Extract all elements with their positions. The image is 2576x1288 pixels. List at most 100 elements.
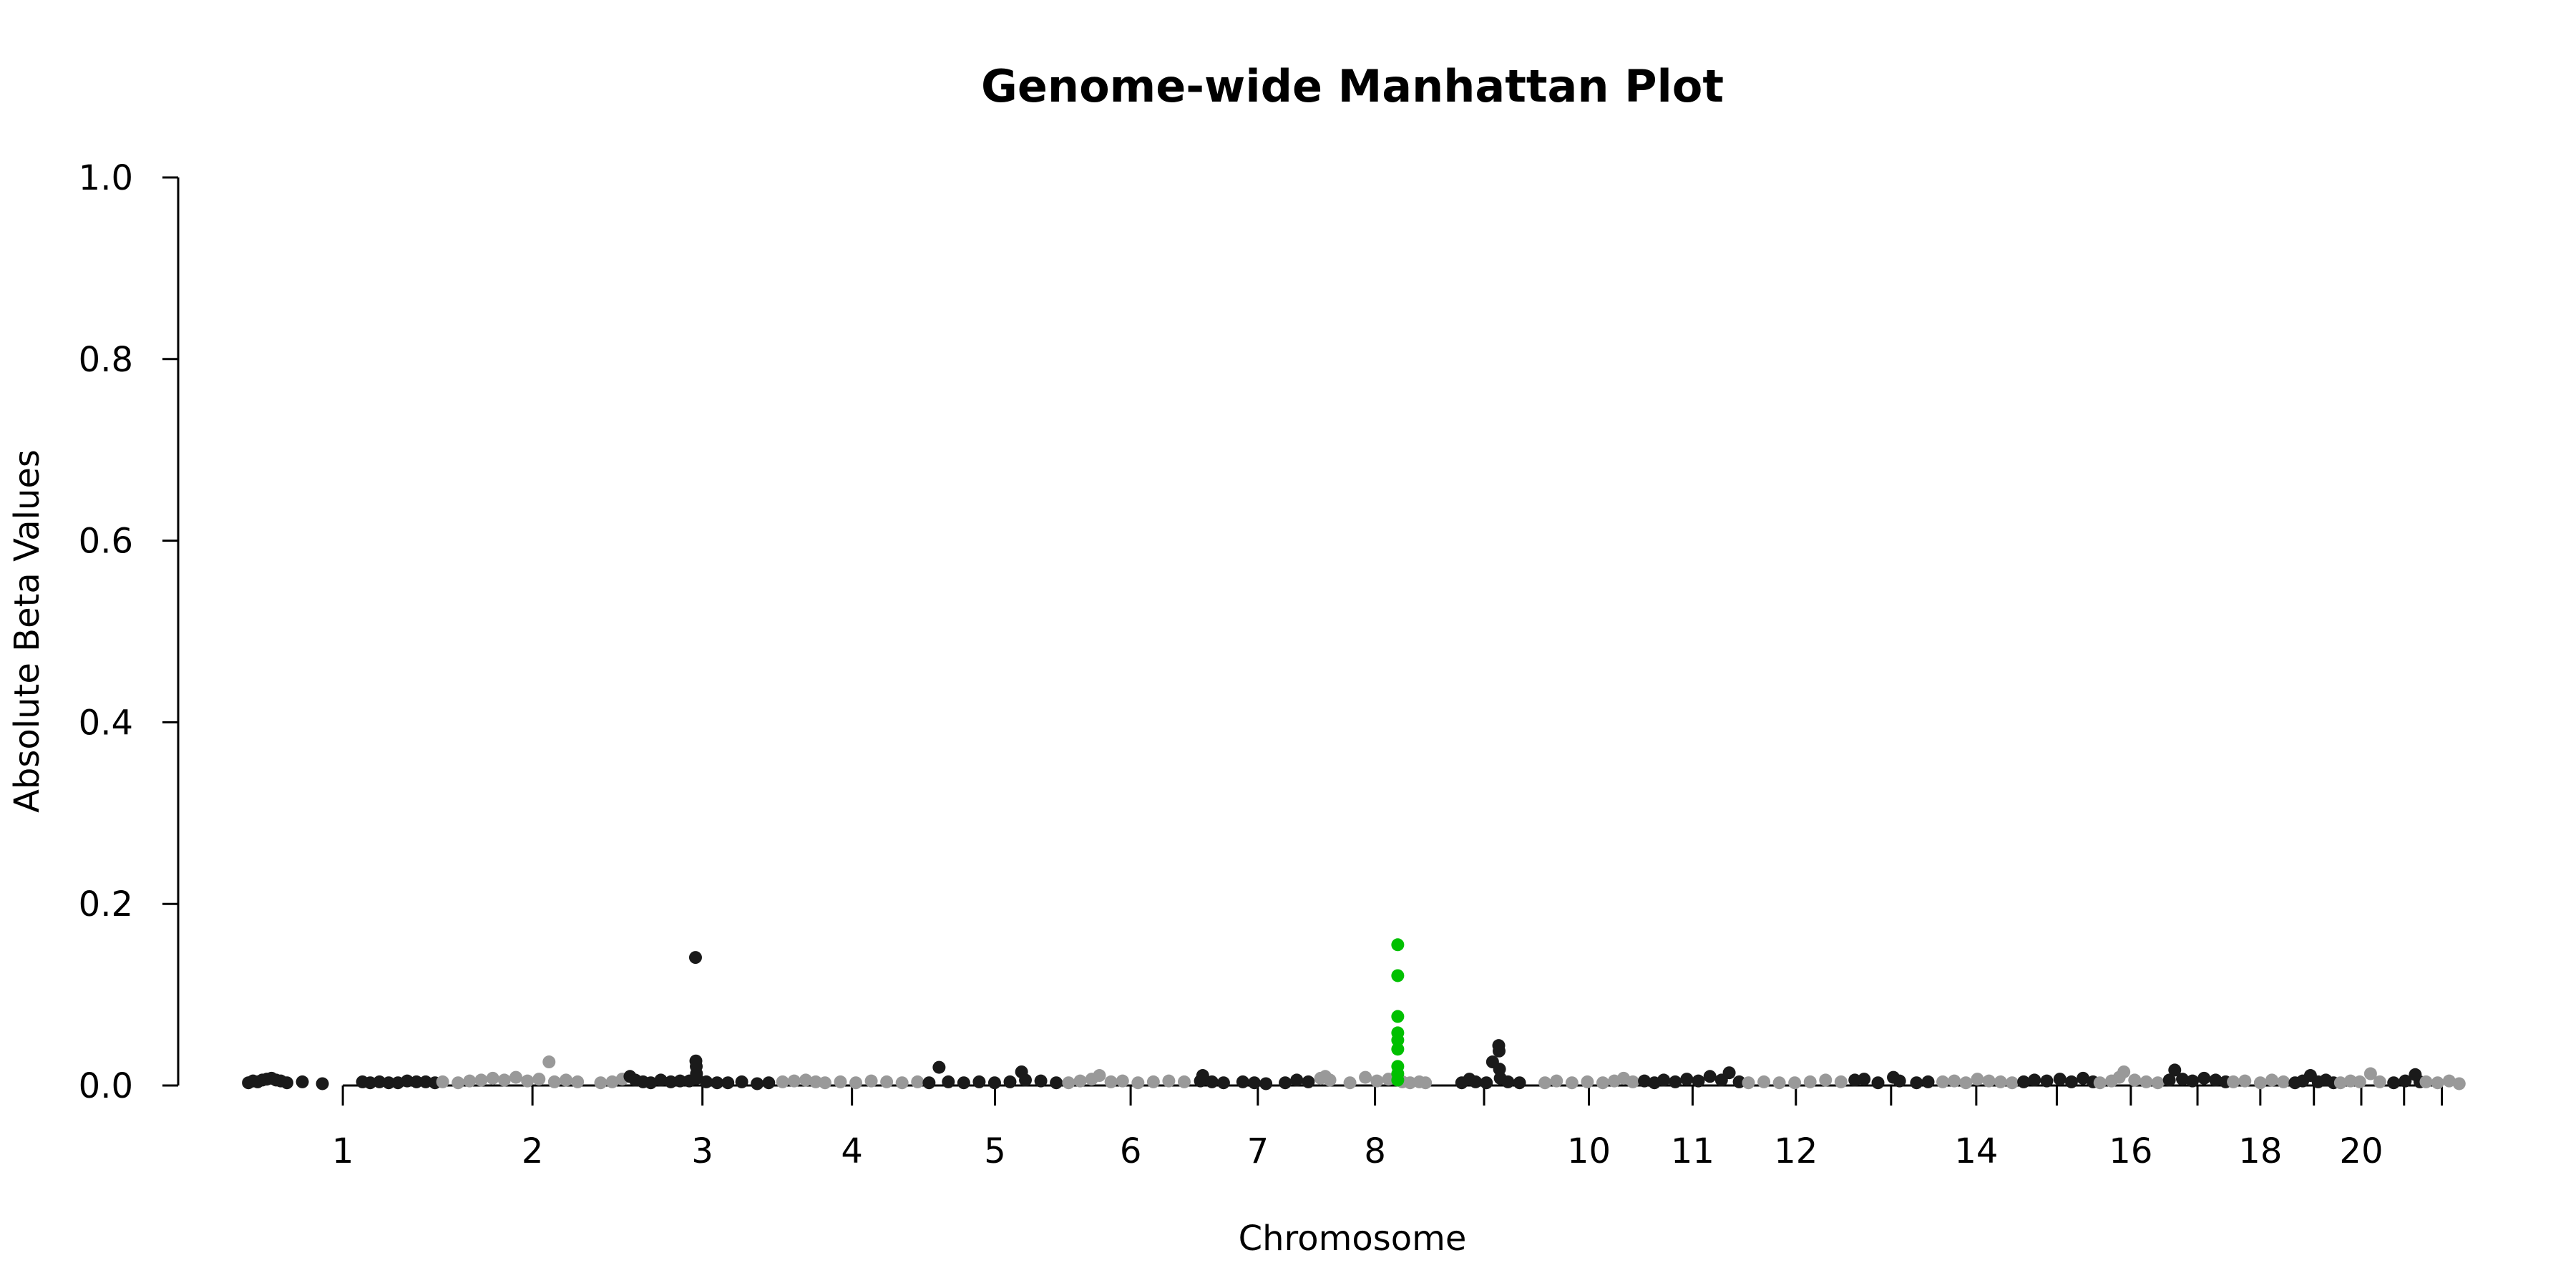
data-point xyxy=(864,1074,878,1088)
data-point xyxy=(2227,1075,2240,1088)
data-point xyxy=(2197,1071,2211,1085)
data-point xyxy=(1742,1076,1755,1090)
x-tick-label: 5 xyxy=(984,1131,1006,1171)
data-point xyxy=(735,1075,748,1088)
data-point xyxy=(2176,1073,2190,1086)
data-point xyxy=(1073,1074,1087,1088)
data-point xyxy=(2265,1073,2278,1087)
x-tick-label: 10 xyxy=(1567,1131,1611,1171)
data-point xyxy=(2442,1074,2456,1088)
data-point xyxy=(1803,1075,1817,1088)
data-point xyxy=(1994,1075,2007,1088)
data-point xyxy=(2431,1076,2444,1090)
data-point xyxy=(509,1070,522,1084)
data-point xyxy=(296,1075,309,1088)
data-point xyxy=(895,1076,909,1090)
data-point xyxy=(409,1075,423,1088)
data-point xyxy=(818,1076,831,1090)
x-tick-label: 1 xyxy=(332,1131,354,1171)
data-point xyxy=(1259,1077,1273,1091)
data-point xyxy=(664,1075,678,1088)
data-point xyxy=(957,1076,970,1090)
data-point xyxy=(1959,1076,1973,1090)
data-point xyxy=(721,1076,735,1090)
data-point xyxy=(1848,1073,1862,1087)
data-point xyxy=(1146,1075,1160,1088)
data-point xyxy=(2399,1074,2412,1088)
x-tick-label: 6 xyxy=(1120,1131,1142,1171)
data-point xyxy=(1343,1076,1357,1090)
data-point xyxy=(1550,1074,1563,1088)
data-point xyxy=(1657,1073,1671,1087)
data-points xyxy=(242,938,2466,1091)
data-point xyxy=(1302,1075,1315,1088)
data-point xyxy=(1921,1075,1935,1088)
highlighted-data-point xyxy=(1391,1010,1405,1023)
data-point xyxy=(2093,1076,2107,1090)
x-tick-label: 12 xyxy=(1774,1131,1818,1171)
y-tick-label: 0.2 xyxy=(79,884,133,924)
x-axis-label: Chromosome xyxy=(1239,1219,1467,1259)
data-point xyxy=(762,1076,776,1090)
data-point xyxy=(1062,1076,1075,1090)
x-tick-label: 14 xyxy=(1954,1131,1998,1171)
chart-title: Genome-wide Manhattan Plot xyxy=(981,60,1724,112)
data-point xyxy=(2128,1073,2142,1087)
data-point xyxy=(2419,1075,2433,1088)
data-point xyxy=(594,1076,608,1090)
data-point xyxy=(1722,1066,1736,1080)
data-point xyxy=(316,1077,329,1091)
data-point xyxy=(2140,1075,2153,1088)
data-point xyxy=(1177,1075,1191,1088)
data-point xyxy=(605,1075,619,1088)
data-point xyxy=(1858,1073,1871,1086)
data-point xyxy=(1196,1069,1209,1083)
data-point xyxy=(542,1055,556,1069)
data-point xyxy=(1757,1075,1771,1088)
data-point xyxy=(2209,1073,2223,1087)
data-point xyxy=(2387,1076,2401,1090)
highlighted-data-point xyxy=(1391,938,1405,952)
data-point xyxy=(1093,1069,1106,1083)
data-point xyxy=(1359,1070,1372,1084)
data-point xyxy=(1596,1076,1609,1090)
data-point xyxy=(532,1073,546,1086)
data-point xyxy=(849,1076,863,1090)
data-point xyxy=(644,1076,658,1090)
data-point xyxy=(1290,1073,1304,1087)
data-point xyxy=(1216,1076,1230,1090)
data-point xyxy=(2117,1065,2131,1078)
data-point xyxy=(497,1073,511,1087)
data-point xyxy=(922,1076,936,1090)
data-point xyxy=(2238,1074,2252,1088)
data-point xyxy=(436,1075,449,1088)
data-point xyxy=(809,1075,823,1088)
highlighted-data-point xyxy=(1391,1043,1405,1056)
data-point xyxy=(1131,1076,1145,1090)
data-point xyxy=(1480,1076,1493,1090)
data-point xyxy=(2028,1073,2041,1087)
data-point xyxy=(2064,1075,2078,1088)
data-point xyxy=(1819,1073,1833,1087)
highlighted-data-point xyxy=(1391,1033,1405,1047)
y-tick-label: 0.0 xyxy=(79,1066,133,1106)
data-point xyxy=(787,1074,801,1088)
data-point xyxy=(2077,1071,2090,1085)
y-axis-label: Absolute Beta Values xyxy=(7,449,47,813)
data-point xyxy=(700,1075,713,1088)
data-point xyxy=(1205,1075,1219,1088)
x-tick-label: 18 xyxy=(2238,1131,2282,1171)
data-point xyxy=(486,1071,499,1085)
data-point xyxy=(2363,1067,2377,1080)
data-point xyxy=(474,1073,488,1087)
data-point xyxy=(911,1075,924,1088)
data-point xyxy=(2343,1074,2357,1088)
data-point xyxy=(1692,1074,1705,1088)
data-point xyxy=(1050,1076,1063,1090)
data-point xyxy=(1236,1075,1249,1088)
data-point xyxy=(1638,1074,1652,1088)
data-point xyxy=(1162,1074,1176,1088)
y-axis: 0.0 0.2 0.4 0.6 0.8 1.0 xyxy=(79,158,180,1106)
x-tick-label: 11 xyxy=(1671,1131,1714,1171)
data-point xyxy=(751,1077,764,1091)
